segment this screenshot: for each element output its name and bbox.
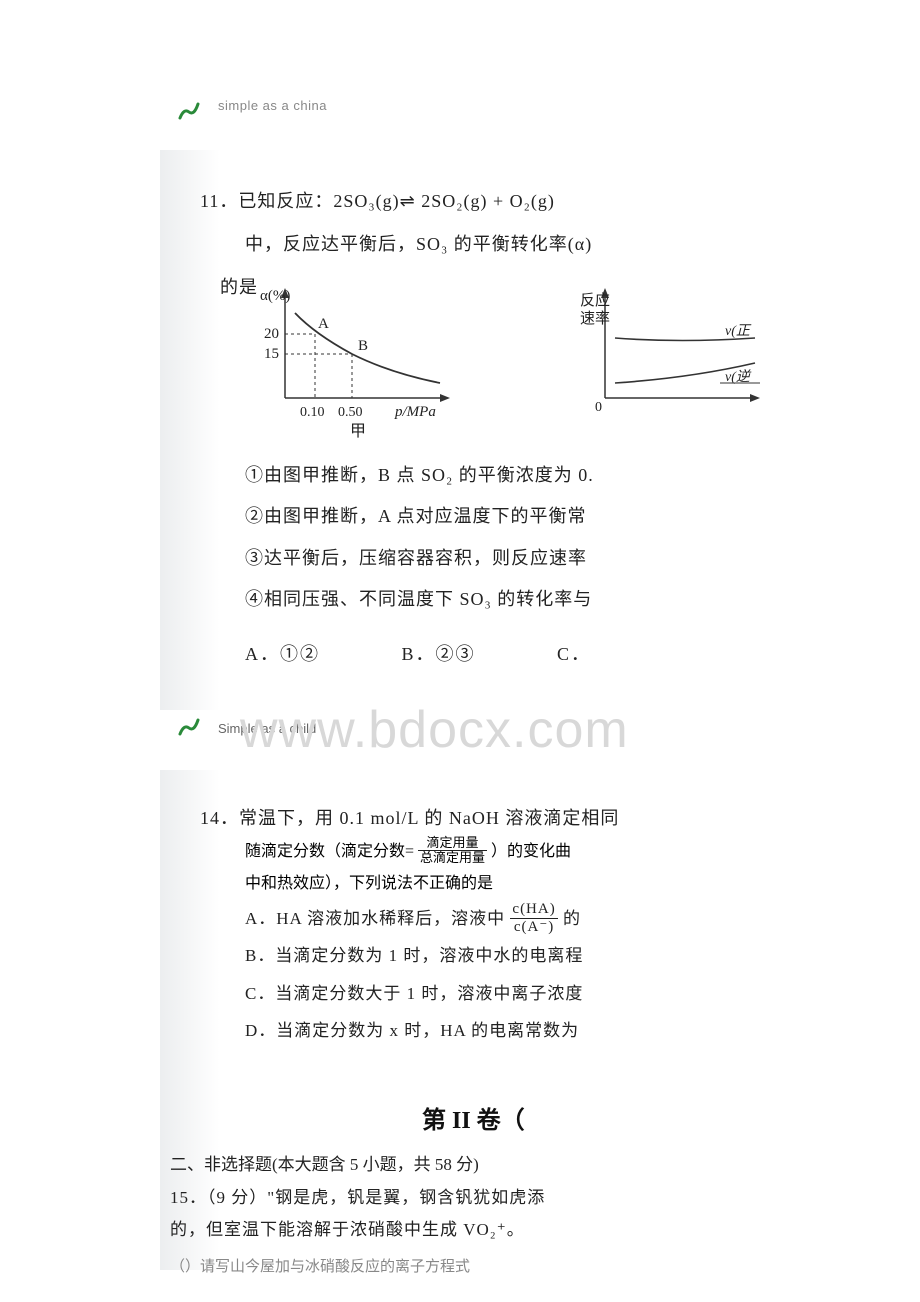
q14-choice-a: A．HA 溶液加水稀释后，溶液中 c(HA) c(A⁻) 的 [200,900,760,937]
q11-stmt-1: ①由图甲推断，B 点 SO₂ 的平衡浓度为 0. [200,455,760,496]
question-15: 15．（9 分）"钢是虎，钒是翼，钢含钒犹如虎添 的，但室温下能溶解于浓硝酸中生… [170,1182,770,1247]
logo-icon [178,718,200,736]
q14-line2-post: ）的变化曲 [491,843,571,860]
q14-line2-pre: 随滴定分数（滴定分数= [245,843,414,860]
chart-alpha-vs-p: α(%) 20 15 A B 0.10 0.50 p/MPa 甲 [230,278,480,443]
q14-a-fraction: c(HA) c(A⁻) [510,901,557,935]
header-tagline-fragment: simple as a china [218,98,327,113]
chart-left-ytick-20: 20 [264,326,279,342]
q11-option-a: A．①② [245,640,320,666]
chart-right-curve-forward: v(正 [725,324,752,339]
chart-left-point-b: B [358,338,368,354]
q14-number: 14． [200,808,239,828]
q14-a-frac-den: c(A⁻) [510,919,557,936]
q11-option-b: B．②③ [402,640,476,666]
q11-charts: α(%) 20 15 A B 0.10 0.50 p/MPa 甲 [200,278,760,443]
q14-frac-num: 滴定用量 [418,836,487,851]
q14-choice-c: C．当滴定分数大于 1 时，溶液中离子浓度 [200,975,760,1012]
q14-line3: 中和热效应），下列说法不正确的是 [200,868,760,900]
q11-stmt-2: ②由图甲推断，A 点对应温度下的平衡常 [200,496,760,537]
watermark-text: www.bdocx.com [240,700,629,760]
section-2-subtitle: 二、非选择题(本大题含 5 小题，共 58 分) [170,1150,479,1175]
q11-line1: 11．已知反应：2SO₃(g)⇌ 2SO₂(g) + O₂(g) [200,180,760,223]
q14-line2: 随滴定分数（滴定分数= 滴定用量 总滴定用量 ）的变化曲 [200,836,760,868]
chart-left-ytick-15: 15 [264,346,279,362]
q11-stmt-4: ④相同压强、不同温度下 SO₃ 的转化率与 [200,579,760,620]
chart-rate-vs-x: 反应 速率 v(正 v(逆 0 [580,283,760,433]
q14-line1: 14．常温下，用 0.1 mol/L 的 NaOH 溶液滴定相同 [200,800,760,836]
question-14: 14．常温下，用 0.1 mol/L 的 NaOH 溶液滴定相同 随滴定分数（滴… [200,800,760,1050]
q11-option-c: C． [557,640,591,666]
q15-line1: 15．（9 分）"钢是虎，钒是翼，钢含钒犹如虎添 [170,1182,770,1214]
q11-lead: 已知反应：2SO₃(g)⇌ 2SO₂(g) + O₂(g) [238,191,555,211]
chart-left-xtick-050: 0.50 [338,405,363,420]
chart-right-ylabel-2: 速率 [580,310,610,327]
q14-fraction: 滴定用量 总滴定用量 [418,836,487,866]
chart-left-xlabel: p/MPa [394,404,436,420]
q11-stmt-3: ③达平衡后，压缩容器容积，则反应速率 [200,538,760,579]
chart-left-caption: 甲 [350,423,366,440]
chart-right-ylabel-1: 反应 [580,291,610,309]
q11-options: A．①② B．②③ C． [200,640,760,666]
q14-lead: 常温下，用 0.1 mol/L 的 NaOH 溶液滴定相同 [239,808,619,828]
section-2-title: 第 II 卷（ [422,1100,525,1135]
q15-line2: 的，但室温下能溶解于浓硝酸中生成 VO₂⁺。 [170,1214,770,1246]
q11-line2: 中，反应达平衡后，SO₃ 的平衡转化率(α) [200,223,760,266]
q15-cutoff-line: （）请写山今屋加与冰硝酸反应的离子方程式 [170,1255,470,1276]
logo-icon [178,102,200,120]
q14-a-frac-num: c(HA) [510,901,557,919]
chart-left-ylabel: α(%) [260,288,290,304]
chart-right-origin: 0 [595,400,602,415]
q14-frac-den: 总滴定用量 [418,851,487,865]
q14-choice-d: D．当滴定分数为 x 时，HA 的电离常数为 [200,1012,760,1049]
chart-left-point-a: A [318,316,329,332]
chart-left-xtick-010: 0.10 [300,405,325,420]
q11-statements: ①由图甲推断，B 点 SO₂ 的平衡浓度为 0. ②由图甲推断，A 点对应温度下… [200,455,760,621]
q14-a-pre: A．HA 溶液加水稀释后，溶液中 [245,909,510,928]
q11-number: 11． [200,191,238,211]
q14-a-post: 的 [563,909,581,928]
q14-choice-b: B．当滴定分数为 1 时，溶液中水的电离程 [200,937,760,974]
